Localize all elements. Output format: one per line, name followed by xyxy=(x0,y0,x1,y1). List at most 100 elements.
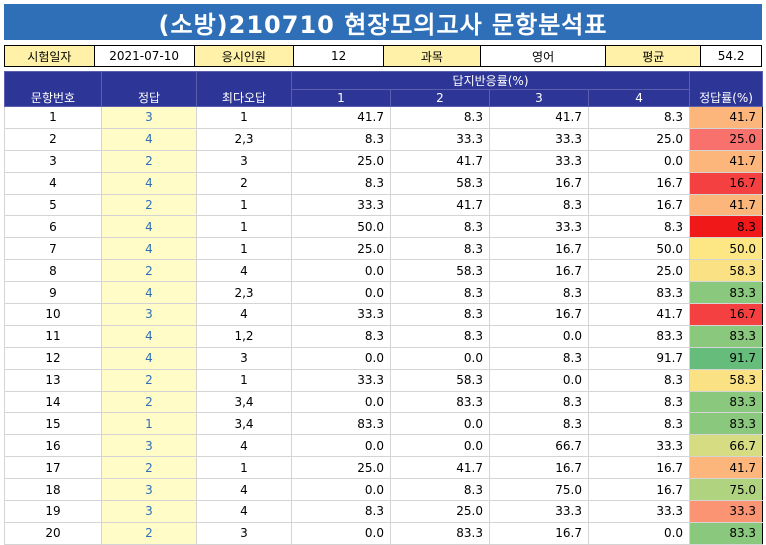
choice-2-rate-cell: 8.3 xyxy=(390,237,490,261)
top-wrong-cell: 1 xyxy=(196,215,292,239)
correct-rate-cell: 25.0 xyxy=(689,127,764,151)
choice-2-rate-cell: 41.7 xyxy=(390,456,490,480)
subject-value: 영어 xyxy=(480,46,607,66)
answer-cell: 3 xyxy=(101,303,197,326)
table-row: 17 2 1 25.0 41.7 16.7 16.7 41.7 xyxy=(4,456,764,480)
choice-3-rate-cell: 66.7 xyxy=(489,434,589,458)
choice-3-rate-cell: 33.3 xyxy=(489,500,589,523)
table-row: 1 3 1 41.7 8.3 41.7 8.3 41.7 xyxy=(4,106,764,129)
answer-cell: 2 xyxy=(101,390,197,414)
choice-3-rate-cell: 8.3 xyxy=(489,390,589,414)
answer-cell: 2 xyxy=(101,149,197,173)
table-row: 16 3 4 0.0 0.0 66.7 33.3 66.7 xyxy=(4,434,764,458)
table-row: 11 4 1,2 8.3 8.3 0.0 83.3 83.3 xyxy=(4,324,764,348)
choice-1-rate-cell: 50.0 xyxy=(291,215,391,239)
choice-3-rate-cell: 33.3 xyxy=(489,149,589,173)
choice-1-rate-cell: 8.3 xyxy=(291,127,391,151)
table-row: 18 3 4 0.0 8.3 75.0 16.7 75.0 xyxy=(4,478,764,502)
table-row: 7 4 1 25.0 8.3 16.7 50.0 50.0 xyxy=(4,237,764,261)
item-number-cell: 2 xyxy=(4,127,102,151)
choice-4-rate-cell: 8.3 xyxy=(587,368,691,392)
answer-cell: 3 xyxy=(101,434,197,458)
choice-2-rate-cell: 8.3 xyxy=(390,215,490,239)
top-wrong-cell: 1 xyxy=(196,456,292,480)
answer-cell: 1 xyxy=(101,412,197,436)
exam-date-label: 시험일자 xyxy=(5,46,95,66)
answer-cell: 2 xyxy=(101,456,197,480)
answer-cell: 4 xyxy=(101,215,197,239)
top-wrong-cell: 3,4 xyxy=(196,412,292,436)
correct-rate-cell: 83.3 xyxy=(689,390,764,414)
table-row: 14 2 3,4 0.0 83.3 8.3 8.3 83.3 xyxy=(4,390,764,414)
choice-4-rate-cell: 0.0 xyxy=(587,149,691,173)
choice-1-rate-cell: 0.0 xyxy=(291,390,391,414)
item-number-cell: 8 xyxy=(4,259,102,283)
top-wrong-cell: 1 xyxy=(196,193,292,217)
table-row: 15 1 3,4 83.3 0.0 8.3 8.3 83.3 xyxy=(4,412,764,436)
item-number-cell: 13 xyxy=(4,368,102,392)
item-number-cell: 9 xyxy=(4,281,102,305)
header-choice-2: 2 xyxy=(390,89,490,107)
choice-4-rate-cell: 16.7 xyxy=(587,478,691,502)
table-row: 12 4 3 0.0 0.0 8.3 91.7 91.7 xyxy=(4,346,764,370)
choice-2-rate-cell: 83.3 xyxy=(390,390,490,414)
top-wrong-cell: 2 xyxy=(196,171,292,195)
header-correct-rate: 정답률(%) xyxy=(689,71,764,107)
table-row: 20 2 3 0.0 83.3 16.7 0.0 83.3 xyxy=(4,521,764,545)
answer-cell: 2 xyxy=(101,368,197,392)
choice-1-rate-cell: 0.0 xyxy=(291,478,391,502)
item-number-cell: 20 xyxy=(4,521,102,545)
correct-rate-cell: 33.3 xyxy=(689,500,764,523)
top-wrong-cell: 3 xyxy=(196,346,292,370)
item-number-cell: 1 xyxy=(4,106,102,129)
choice-3-rate-cell: 16.7 xyxy=(489,521,589,545)
item-number-cell: 19 xyxy=(4,500,102,523)
subject-label: 과목 xyxy=(384,46,481,66)
top-wrong-cell: 1 xyxy=(196,106,292,129)
correct-rate-cell: 41.7 xyxy=(689,106,764,129)
item-number-cell: 5 xyxy=(4,193,102,217)
top-wrong-cell: 3 xyxy=(196,521,292,545)
header-choice-4: 4 xyxy=(587,89,691,107)
choice-2-rate-cell: 58.3 xyxy=(390,368,490,392)
correct-rate-cell: 58.3 xyxy=(689,259,764,283)
choice-1-rate-cell: 33.3 xyxy=(291,368,391,392)
choice-4-rate-cell: 16.7 xyxy=(587,456,691,480)
header-top-wrong: 최다오답 xyxy=(196,71,292,107)
choice-4-rate-cell: 83.3 xyxy=(587,281,691,305)
top-wrong-cell: 3 xyxy=(196,149,292,173)
choice-2-rate-cell: 0.0 xyxy=(390,434,490,458)
table-row: 4 4 2 8.3 58.3 16.7 16.7 16.7 xyxy=(4,171,764,195)
choice-4-rate-cell: 8.3 xyxy=(587,106,691,129)
choice-3-rate-cell: 16.7 xyxy=(489,303,589,326)
answer-cell: 2 xyxy=(101,521,197,545)
item-number-cell: 16 xyxy=(4,434,102,458)
choice-2-rate-cell: 0.0 xyxy=(390,412,490,436)
correct-rate-cell: 58.3 xyxy=(689,368,764,392)
choice-4-rate-cell: 41.7 xyxy=(587,303,691,326)
table-row: 6 4 1 50.0 8.3 33.3 8.3 8.3 xyxy=(4,215,764,239)
report-title: (소방)210710 현장모의고사 문항분석표 xyxy=(4,4,762,40)
choice-3-rate-cell: 41.7 xyxy=(489,106,589,129)
choice-1-rate-cell: 0.0 xyxy=(291,434,391,458)
choice-1-rate-cell: 8.3 xyxy=(291,500,391,523)
choice-2-rate-cell: 41.7 xyxy=(390,149,490,173)
answer-cell: 2 xyxy=(101,193,197,217)
choice-3-rate-cell: 16.7 xyxy=(489,171,589,195)
top-wrong-cell: 4 xyxy=(196,500,292,523)
correct-rate-cell: 83.3 xyxy=(689,412,764,436)
choice-4-rate-cell: 50.0 xyxy=(587,237,691,261)
correct-rate-cell: 16.7 xyxy=(689,303,764,326)
top-wrong-cell: 3,4 xyxy=(196,390,292,414)
top-wrong-cell: 4 xyxy=(196,478,292,502)
table-row: 3 2 3 25.0 41.7 33.3 0.0 41.7 xyxy=(4,149,764,173)
item-number-cell: 10 xyxy=(4,303,102,326)
top-wrong-cell: 4 xyxy=(196,434,292,458)
choice-3-rate-cell: 16.7 xyxy=(489,456,589,480)
header-item-no: 문항번호 xyxy=(4,71,102,107)
answer-cell: 4 xyxy=(101,127,197,151)
choice-3-rate-cell: 8.3 xyxy=(489,412,589,436)
item-number-cell: 14 xyxy=(4,390,102,414)
correct-rate-cell: 66.7 xyxy=(689,434,764,458)
